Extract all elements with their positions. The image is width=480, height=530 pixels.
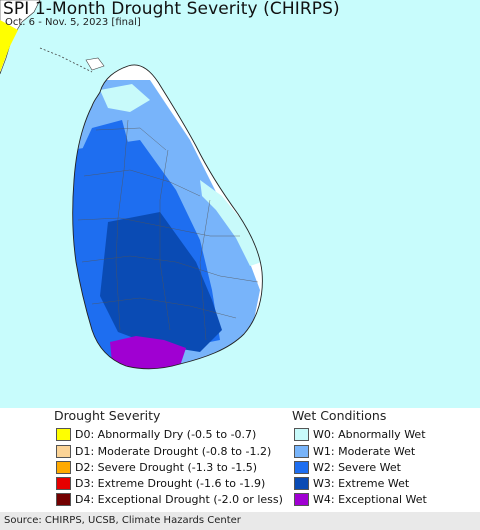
w4-region: [110, 336, 186, 369]
legend-item-w2: W2: Severe Wet: [294, 460, 401, 475]
legend-label-w3: W3: Extreme Wet: [313, 477, 410, 490]
legend-label-d1: D1: Moderate Drought (-0.8 to -1.2): [75, 445, 272, 458]
swatch-w2: [294, 461, 309, 474]
swatch-d0: [56, 428, 71, 441]
swatch-w1: [294, 445, 309, 458]
district-boundaries: [77, 119, 259, 341]
swatch-d2: [56, 461, 71, 474]
w2-north: [80, 120, 130, 160]
drought-map: [0, 0, 480, 408]
legend-item-w0: W0: Abnormally Wet: [294, 427, 426, 442]
map-title: SPI 1-Month Drought Severity (CHIRPS): [3, 0, 340, 19]
legend-item-w3: W3: Extreme Wet: [294, 476, 409, 491]
legend-item-d1: D1: Moderate Drought (-0.8 to -1.2): [56, 444, 271, 459]
legend-label-d2: D2: Severe Drought (-1.3 to -1.5): [75, 461, 258, 474]
mannar-island: [85, 57, 105, 71]
adams-bridge: [39, 47, 93, 73]
wet-legend-title: Wet Conditions: [292, 408, 387, 423]
swatch-w3: [294, 477, 309, 490]
swatch-d1: [56, 445, 71, 458]
map-subtitle: Oct. 6 - Nov. 5, 2023 [final]: [5, 17, 141, 28]
legend-label-w0: W0: Abnormally Wet: [313, 428, 426, 441]
sri-lanka-coastline: [72, 64, 263, 370]
w3-region: [100, 212, 222, 352]
legend: Drought Severity Wet Conditions D0: Abno…: [0, 408, 480, 512]
legend-label-w2: W2: Severe Wet: [313, 461, 401, 474]
footer: Source: CHIRPS, UCSB, Climate Hazards Ce…: [0, 512, 480, 530]
legend-item-d4: D4: Exceptional Drought (-2.0 or less): [56, 492, 283, 507]
source-credit: Source: CHIRPS, UCSB, Climate Hazards Ce…: [4, 515, 241, 526]
legend-label-d0: D0: Abnormally Dry (-0.5 to -0.7): [75, 428, 257, 441]
legend-item-d3: D3: Extreme Drought (-1.6 to -1.9): [56, 476, 265, 491]
drought-legend-title: Drought Severity: [54, 408, 161, 423]
w0-north: [100, 84, 150, 112]
swatch-w4: [294, 493, 309, 506]
legend-label-d4: D4: Exceptional Drought (-2.0 or less): [75, 493, 283, 506]
swatch-d4: [56, 493, 71, 506]
sri-lanka: [72, 64, 263, 370]
legend-label-d3: D3: Extreme Drought (-1.6 to -1.9): [75, 477, 266, 490]
legend-item-d0: D0: Abnormally Dry (-0.5 to -0.7): [56, 427, 256, 442]
swatch-d3: [56, 477, 71, 490]
legend-label-w4: W4: Exceptional Wet: [313, 493, 427, 506]
w0-east-coast: [200, 180, 262, 266]
legend-item-w4: W4: Exceptional Wet: [294, 492, 427, 507]
legend-label-w1: W1: Moderate Wet: [313, 445, 416, 458]
india-dry-area: [0, 20, 18, 72]
ocean: [0, 0, 480, 408]
legend-item-d2: D2: Severe Drought (-1.3 to -1.5): [56, 460, 257, 475]
legend-item-w1: W1: Moderate Wet: [294, 444, 415, 459]
swatch-w0: [294, 428, 309, 441]
